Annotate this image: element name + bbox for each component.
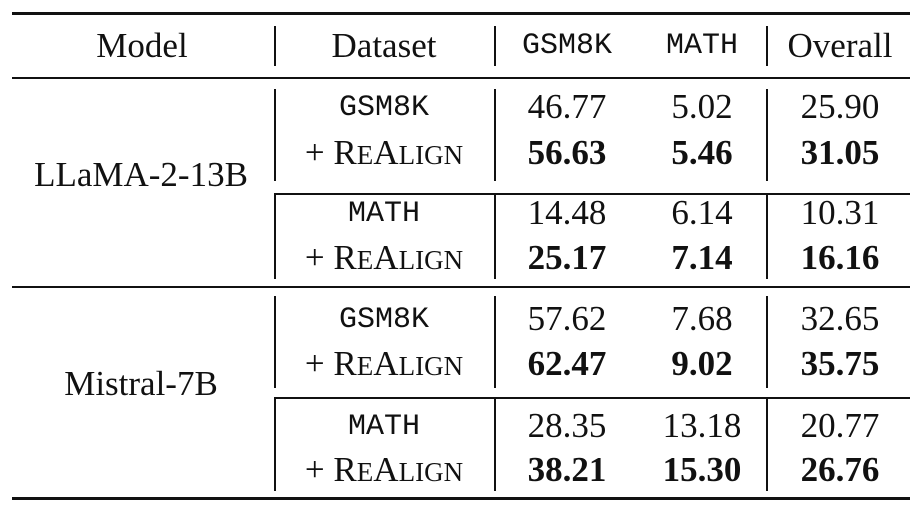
table-cell: 46.77 xyxy=(527,87,607,126)
header-math: MATH xyxy=(665,29,739,63)
top-rule xyxy=(12,12,910,15)
table-cell: 6.14 xyxy=(671,193,733,232)
group-rule xyxy=(12,286,910,288)
realign-letter: A xyxy=(373,238,399,277)
table-cell: 7.14 xyxy=(671,238,733,277)
realign-letter: I xyxy=(415,351,425,381)
dataset-label: MATH xyxy=(347,410,421,444)
header-model: Model xyxy=(96,26,188,65)
table-cell: 14.48 xyxy=(527,193,607,232)
block-rule xyxy=(275,397,910,399)
column-separator xyxy=(494,193,496,279)
realign-letter: R xyxy=(333,344,357,383)
realign-prefix: + xyxy=(304,344,334,383)
column-separator xyxy=(494,26,496,66)
table-cell: 5.02 xyxy=(671,87,733,126)
column-separator xyxy=(274,296,276,388)
realign-letter: E xyxy=(356,457,374,487)
column-separator xyxy=(766,26,768,66)
header-overall: Overall xyxy=(787,26,893,65)
realign-letter: I xyxy=(415,140,425,170)
table-cell: 35.75 xyxy=(800,344,880,383)
realign-prefix: + xyxy=(304,238,334,277)
realign-letter: I xyxy=(415,245,425,275)
realign-label: + REALIGN xyxy=(305,452,463,487)
table-cell: 5.46 xyxy=(671,133,733,172)
table-cell: 20.77 xyxy=(800,406,880,445)
column-separator xyxy=(766,397,768,491)
realign-letter: G xyxy=(424,457,444,487)
realign-label: + REALIGN xyxy=(305,135,463,170)
column-separator xyxy=(766,193,768,279)
realign-letter: R xyxy=(333,133,357,172)
realign-letter: R xyxy=(333,238,357,277)
realign-letter: G xyxy=(424,351,444,381)
table-cell: 32.65 xyxy=(800,299,880,338)
realign-letter: N xyxy=(443,245,464,275)
model-label: Mistral-7B xyxy=(64,364,218,403)
column-separator xyxy=(494,89,496,181)
column-separator xyxy=(766,89,768,181)
table-cell: 10.31 xyxy=(800,193,880,232)
realign-word: REALIGN xyxy=(333,133,463,172)
dataset-label: GSM8K xyxy=(338,303,430,337)
table-cell: 26.76 xyxy=(800,450,880,489)
table-cell: 7.68 xyxy=(671,299,733,338)
column-separator xyxy=(274,89,276,181)
realign-letter: G xyxy=(424,140,444,170)
table-cell: 57.62 xyxy=(527,299,607,338)
table-cell: 16.16 xyxy=(800,238,880,277)
realign-prefix: + xyxy=(304,450,334,489)
realign-letter: R xyxy=(333,450,357,489)
column-separator xyxy=(274,193,276,279)
table-cell: 25.90 xyxy=(800,87,880,126)
table-cell: 9.02 xyxy=(671,344,733,383)
realign-letter: N xyxy=(443,140,464,170)
realign-letter: I xyxy=(415,457,425,487)
column-separator xyxy=(766,296,768,388)
dataset-label: GSM8K xyxy=(338,91,430,125)
column-separator xyxy=(494,397,496,491)
column-separator xyxy=(274,397,276,491)
realign-word: REALIGN xyxy=(333,344,463,383)
table-cell: 56.63 xyxy=(527,133,607,172)
model-label: LLaMA-2-13B xyxy=(34,155,248,194)
table-cell: 31.05 xyxy=(800,133,880,172)
realign-word: REALIGN xyxy=(333,238,463,277)
realign-label: + REALIGN xyxy=(305,346,463,381)
realign-letter: L xyxy=(398,140,416,170)
column-separator xyxy=(494,296,496,388)
dataset-label: MATH xyxy=(347,197,421,231)
table-cell: 25.17 xyxy=(527,238,607,277)
table-cell: 15.30 xyxy=(662,450,742,489)
realign-letter: A xyxy=(373,344,399,383)
realign-letter: G xyxy=(424,245,444,275)
realign-letter: E xyxy=(356,351,374,381)
realign-word: REALIGN xyxy=(333,450,463,489)
realign-letter: L xyxy=(398,351,416,381)
column-separator xyxy=(274,26,276,66)
block-rule xyxy=(275,193,910,195)
realign-prefix: + xyxy=(304,133,334,172)
header-gsm8k: GSM8K xyxy=(521,29,613,63)
realign-letter: N xyxy=(443,351,464,381)
realign-letter: E xyxy=(356,140,374,170)
realign-letter: A xyxy=(373,450,399,489)
realign-letter: A xyxy=(373,133,399,172)
realign-letter: E xyxy=(356,245,374,275)
table-cell: 38.21 xyxy=(527,450,607,489)
bottom-rule xyxy=(12,497,910,500)
realign-letter: L xyxy=(398,245,416,275)
table-cell: 62.47 xyxy=(527,344,607,383)
table-cell: 13.18 xyxy=(662,406,742,445)
realign-label: + REALIGN xyxy=(305,240,463,275)
realign-letter: L xyxy=(398,457,416,487)
header-dataset: Dataset xyxy=(331,26,437,65)
realign-letter: N xyxy=(443,457,464,487)
header-rule xyxy=(12,77,910,79)
table-cell: 28.35 xyxy=(527,406,607,445)
